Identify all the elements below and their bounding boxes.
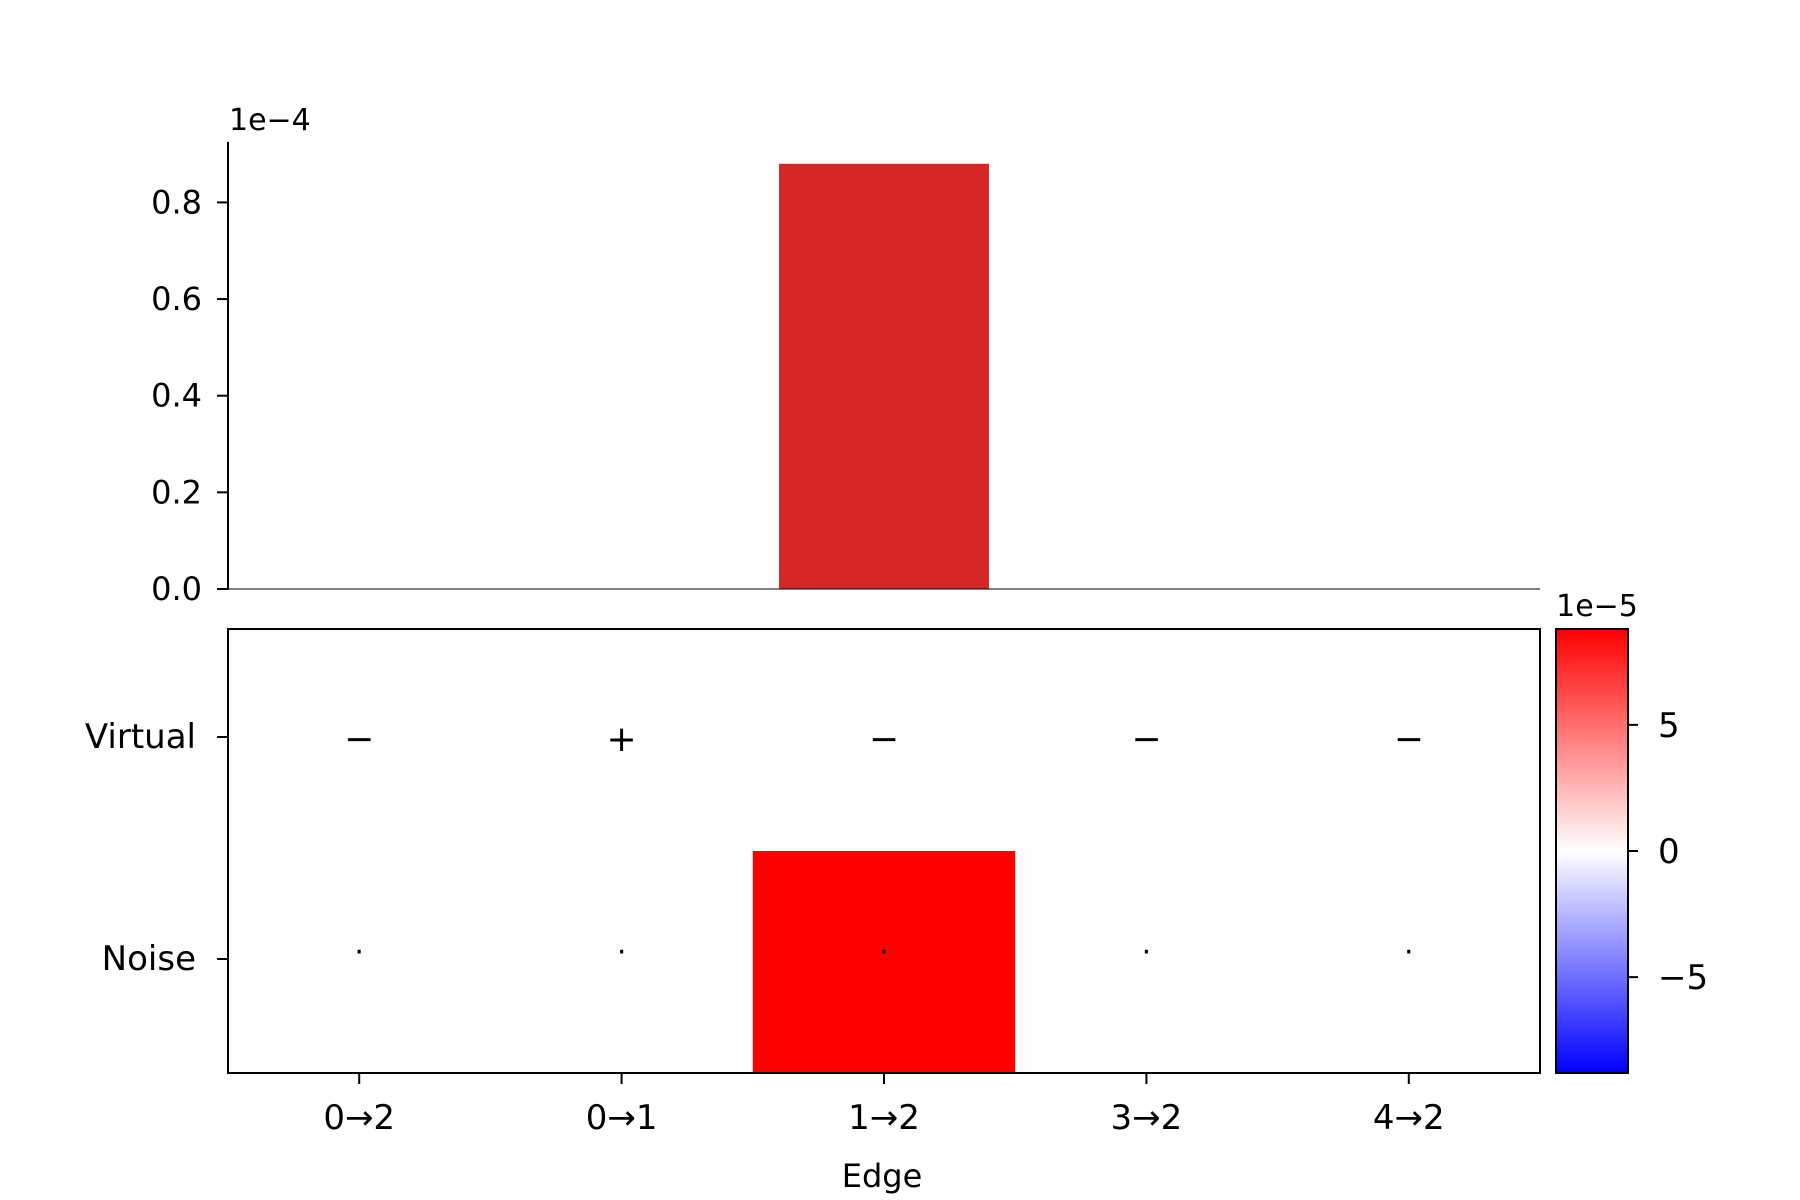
heat-cell-text-virtual-1-to-2: − (869, 719, 899, 760)
bar-y-tick-label: 0.0 (151, 570, 202, 608)
heat-cell-text-noise-4-to-2: · (1404, 935, 1414, 970)
heat-cell-text-virtual-0-to-1: + (607, 719, 637, 760)
heat-x-tick-label-0-to-2: 0→2 (323, 1098, 395, 1138)
bar-y-tick-label: 0.6 (151, 280, 202, 318)
colorbar: −5 0 5 1e−5 (1555, 589, 1708, 1074)
x-axis-label: Edge (842, 1157, 923, 1195)
heatmap-x-ticks: 0→2 0→1 1→2 3→2 4→2 (323, 1073, 1445, 1138)
heat-cell-text-noise-0-to-1: · (617, 935, 627, 970)
bar-y-tick-label: 0.8 (151, 183, 202, 221)
colorbar-tick-label: 0 (1658, 832, 1680, 872)
heat-y-tick-label-virtual: Virtual (85, 717, 196, 757)
heat-cell-text-virtual-0-to-2: − (344, 719, 374, 760)
heatmap-y-ticks: Virtual Noise (85, 717, 228, 979)
heat-x-tick-label-3-to-2: 3→2 (1111, 1098, 1183, 1138)
colorbar-tick-label: −5 (1658, 958, 1708, 998)
bar-1-to-2 (779, 163, 989, 589)
heat-x-tick-label-1-to-2: 1→2 (848, 1098, 920, 1138)
heat-cell-text-noise-1-to-2: · (879, 935, 889, 970)
colorbar-ticks: −5 0 5 (1628, 706, 1708, 998)
heat-cell-text-noise-3-to-2: · (1142, 935, 1152, 970)
colorbar-scale-label: 1e−5 (1556, 589, 1638, 624)
heat-cell-text-noise-0-to-2: · (354, 935, 364, 970)
colorbar-tick-label: 5 (1658, 706, 1680, 746)
heat-x-tick-label-0-to-1: 0→1 (586, 1098, 658, 1138)
heat-cell-text-virtual-4-to-2: − (1394, 719, 1424, 760)
heat-cell-text-virtual-3-to-2: − (1131, 719, 1161, 760)
bar-y-ticks: 0.0 0.2 0.4 0.6 0.8 (151, 183, 228, 608)
heat-y-tick-label-noise: Noise (102, 939, 196, 979)
heat-x-tick-label-4-to-2: 4→2 (1373, 1098, 1445, 1138)
heatmap-cell-text: − + − − − · · · · · (344, 719, 1424, 970)
bar-y-tick-label: 0.4 (151, 377, 202, 415)
bar-y-tick-label: 0.2 (151, 473, 202, 511)
bar-scale-label: 1e−4 (229, 103, 311, 138)
heat-cell-noise-1-to-2 (752, 851, 1016, 1073)
bar-chart: 0.0 0.2 0.4 0.6 0.8 1e−4 (151, 103, 1540, 608)
colorbar-gradient (1555, 628, 1629, 1074)
heatmap-cells (752, 851, 1016, 1073)
bar-marks (779, 163, 989, 589)
